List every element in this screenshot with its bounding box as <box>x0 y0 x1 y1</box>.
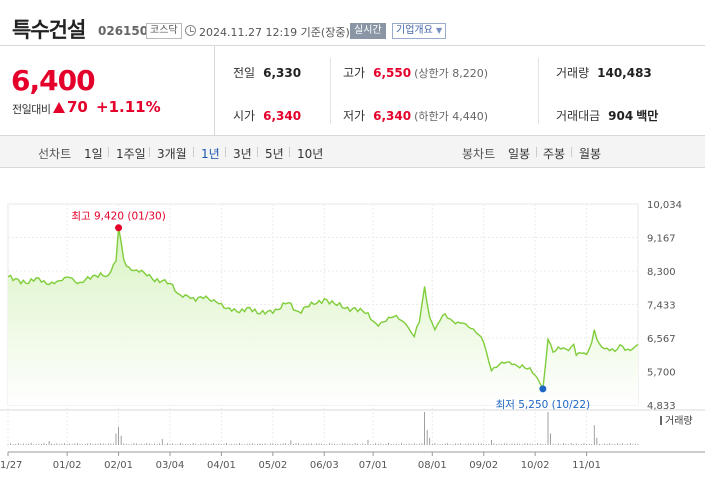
low-label: 저가 <box>343 109 366 123</box>
range-divider <box>225 147 226 157</box>
x-tick-label: 01/02 <box>53 460 82 471</box>
high-marker <box>115 224 123 232</box>
current-price: 6,400 <box>11 64 96 97</box>
volume-label: 거래량 <box>556 66 590 80</box>
high-stat: 고가 6,550 (상한가 8,220) <box>343 64 488 81</box>
open-label: 시가 <box>233 109 256 123</box>
low-label: 최저 5,250 (10/22) <box>496 399 591 411</box>
stock-name: 특수건설 <box>12 18 86 42</box>
range-divider <box>149 147 150 157</box>
volume-legend-icon <box>660 416 662 425</box>
y-tick-label: 4,833 <box>647 401 676 412</box>
candle-weekly[interactable]: 주봉 <box>543 147 566 161</box>
quote-panel: 6,400 전일대비 70 +1.11% 전일 6,330 시가 6,340 고가 6… <box>0 46 705 136</box>
candle-daily[interactable]: 일봉 <box>508 147 531 161</box>
range-3m[interactable]: 3개월 <box>157 147 187 161</box>
high-value: 6,550 <box>373 66 412 80</box>
x-tick-label: 07/01 <box>359 460 388 471</box>
turnover-label: 거래대금 <box>556 109 601 123</box>
turnover-stat: 거래대금 904 백만 <box>556 107 658 124</box>
high-label: 최고 9,420 (01/30) <box>71 211 166 223</box>
prev-close-value: 6,330 <box>263 66 302 80</box>
y-tick-label: 8,300 <box>647 267 676 278</box>
x-tick-label: 03/04 <box>156 460 185 471</box>
change-value: 70 <box>67 98 88 116</box>
volume-value: 140,483 <box>597 66 652 80</box>
open-value: 6,340 <box>263 109 302 123</box>
range-1y[interactable]: 1년 <box>201 147 220 161</box>
prev-close-stat: 전일 6,330 <box>233 64 301 81</box>
upper-limit: (상한가 8,220) <box>414 67 488 80</box>
range-3y[interactable]: 3년 <box>233 147 252 161</box>
realtime-button[interactable]: 실시간 <box>350 23 386 39</box>
x-tick-label: 04/01 <box>207 460 236 471</box>
candle-chart-label: 봉차트 <box>462 147 496 161</box>
high-label: 고가 <box>343 66 366 80</box>
price-box: 6,400 전일대비 70 +1.11% <box>0 46 215 136</box>
y-tick-label: 7,433 <box>647 301 676 312</box>
line-chart-label: 선차트 <box>38 147 72 161</box>
change-percent: +1.11% <box>96 98 161 116</box>
range-divider <box>108 147 109 157</box>
change-label: 전일대비 <box>12 103 51 116</box>
turnover-value: 904 <box>608 109 634 123</box>
volume-stat: 거래량 140,483 <box>556 64 652 81</box>
company-overview-dropdown[interactable]: 기업개요 ▼ <box>392 23 447 39</box>
stock-code: 026150 <box>98 24 149 38</box>
range-10y[interactable]: 10년 <box>297 147 324 161</box>
chart-range-bar: 선차트 1일 1주일 3개월 1년 3년 5년 10년 봉차트 일봉 주봉 월봉 <box>0 136 705 168</box>
price-chart: 10,034 9,167 8,300 7,433 6,567 5,700 4,833 11/2… <box>0 200 705 471</box>
x-tick-label: 11/27 <box>0 460 22 471</box>
low-marker <box>539 385 547 393</box>
x-tick-label: 11/01 <box>572 460 601 471</box>
x-tick-label: 02/01 <box>104 460 133 471</box>
up-triangle-icon <box>53 102 65 113</box>
x-tick-label: 10/02 <box>521 460 550 471</box>
company-overview-label: 기업개요 <box>396 25 433 36</box>
candle-monthly[interactable]: 월봉 <box>579 147 602 161</box>
y-tick-label: 9,167 <box>647 234 676 245</box>
range-divider <box>257 147 258 157</box>
range-divider <box>571 147 572 157</box>
prev-close-label: 전일 <box>233 66 256 80</box>
stock-header: 특수건설 026150 코스닥 2024.11.27 12:19 기준(장중) … <box>0 0 705 46</box>
caret-down-icon: ▼ <box>436 26 443 35</box>
price-line <box>7 227 639 392</box>
low-stat: 저가 6,340 (하한가 4,440) <box>343 107 488 124</box>
y-tick-label: 10,034 <box>647 200 682 211</box>
quote-datetime: 2024.11.27 12:19 기준(장중) <box>199 26 350 39</box>
x-tick-label: 09/02 <box>469 460 498 471</box>
low-value: 6,340 <box>373 109 412 123</box>
price-area <box>8 227 638 405</box>
range-1w[interactable]: 1주일 <box>116 147 146 161</box>
volume-legend-label: 거래량 <box>665 415 693 427</box>
clock-icon <box>185 25 196 36</box>
column-divider <box>330 58 331 124</box>
range-divider <box>289 147 290 157</box>
column-divider <box>538 58 539 124</box>
turnover-unit: 백만 <box>636 109 659 123</box>
y-tick-label: 5,700 <box>647 368 676 379</box>
market-badge: 코스닥 <box>146 23 182 39</box>
lower-limit: (하한가 4,440) <box>414 110 488 123</box>
open-stat: 시가 6,340 <box>233 107 301 124</box>
x-tick-label: 08/01 <box>418 460 447 471</box>
x-tick-label: 06/03 <box>310 460 339 471</box>
range-5y[interactable]: 5년 <box>265 147 284 161</box>
x-tick-label: 05/02 <box>258 460 287 471</box>
range-divider <box>536 147 537 157</box>
range-1d[interactable]: 1일 <box>84 147 103 161</box>
y-tick-label: 6,567 <box>647 334 676 345</box>
range-divider <box>193 147 194 157</box>
